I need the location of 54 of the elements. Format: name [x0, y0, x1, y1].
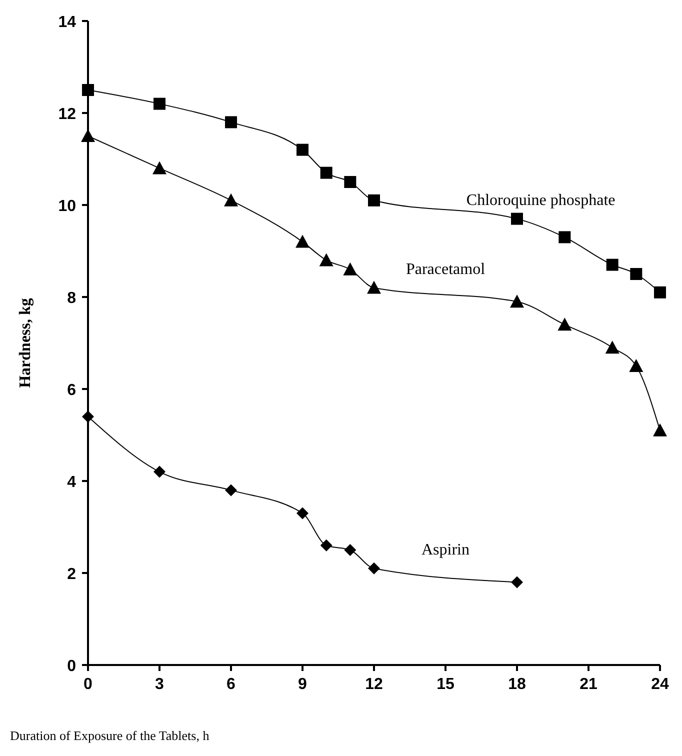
point [296, 144, 308, 156]
point [511, 212, 523, 225]
point [225, 116, 237, 128]
y-tick-label: 14 [58, 14, 76, 31]
point [558, 318, 572, 331]
y-tick-label: 10 [58, 198, 76, 215]
x-tick-label: 15 [436, 676, 454, 693]
x-tick-label: 9 [298, 676, 308, 693]
point [511, 576, 523, 588]
series-label: Chloroquine phosphate [466, 192, 616, 209]
point [319, 253, 334, 266]
point [82, 410, 94, 423]
series-label: Aspirin [422, 541, 470, 558]
point [367, 280, 381, 294]
y-axis-title: Hardness, kg [17, 298, 34, 388]
point [296, 507, 308, 520]
point [81, 129, 95, 142]
point [343, 262, 358, 276]
x-tick-label: 3 [155, 676, 164, 693]
x-tick-label: 18 [508, 676, 526, 693]
series-label: Paracetamol [406, 260, 486, 278]
y-tick-label: 8 [67, 290, 76, 307]
x-tick-label: 6 [226, 676, 236, 693]
point [320, 539, 332, 552]
point [224, 193, 238, 206]
point [320, 166, 332, 179]
x-tick-label: 21 [580, 676, 598, 693]
point [82, 84, 94, 96]
x-tick-label: 24 [651, 676, 669, 693]
x-axis-title: Duration of Exposure of the Tablets, h [10, 728, 210, 743]
y-tick-label: 6 [67, 382, 76, 399]
point [152, 161, 166, 174]
y-tick-label: 12 [58, 106, 76, 123]
point [368, 562, 380, 574]
point [510, 294, 524, 308]
point [653, 423, 667, 436]
y-tick-label: 4 [67, 474, 76, 491]
point [344, 544, 356, 556]
x-tick-label: 0 [84, 676, 93, 693]
point [606, 258, 618, 271]
point [558, 231, 571, 244]
point [154, 466, 166, 478]
point [296, 234, 310, 248]
point [630, 268, 642, 280]
point [654, 286, 666, 298]
y-tick-label: 0 [67, 658, 76, 675]
point [629, 359, 644, 372]
point [368, 194, 380, 206]
point [154, 98, 166, 110]
point [344, 176, 356, 188]
x-tick-label: 12 [365, 676, 383, 693]
point [225, 484, 237, 496]
y-tick-label: 2 [67, 566, 76, 583]
point [605, 340, 620, 354]
